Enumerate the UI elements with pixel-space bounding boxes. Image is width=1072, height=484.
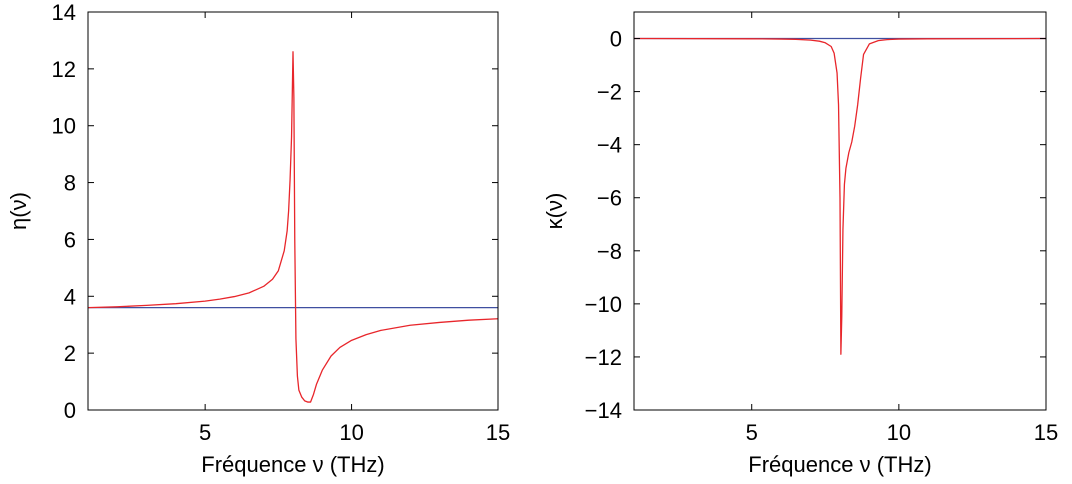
series-line-2 xyxy=(634,37,1046,355)
x-tick-label: 15 xyxy=(1034,420,1058,445)
y-tick-label: 14 xyxy=(52,0,76,25)
y-tick-label: −2 xyxy=(597,80,622,105)
y-tick-label: 0 xyxy=(610,27,622,52)
y-axis-label: κ(ν) xyxy=(542,193,567,230)
x-axis-label: Fréquence ν (THz) xyxy=(748,452,931,477)
y-tick-label: −14 xyxy=(585,398,622,423)
chart-1: 5 10 15 0 2 4 6 8 10 12 14 Fréquence ν (THz) η(ν) xyxy=(6,0,510,477)
y-tick-label: −12 xyxy=(585,345,622,370)
chart-2: 5 10 15 −14 −12 −10 −8 −6 −4 −2 0 Fréquence ν (THz)… xyxy=(542,11,1058,477)
x-tick-label: 5 xyxy=(746,420,758,445)
y-tick-label: 10 xyxy=(52,114,76,139)
y-tick-label: 0 xyxy=(64,398,76,423)
y-tick-label: 8 xyxy=(64,171,76,196)
y-tick-label: −8 xyxy=(597,239,622,264)
x-tick-label: 5 xyxy=(199,420,211,445)
y-tick-label: 6 xyxy=(64,227,76,252)
series-line-2 xyxy=(88,51,498,403)
x-tick-label: 10 xyxy=(887,420,911,445)
x-tick-label: 10 xyxy=(339,420,363,445)
y-axis-label: η(ν) xyxy=(6,192,31,230)
x-axis-label: Fréquence ν (THz) xyxy=(201,452,384,477)
plot-frame xyxy=(87,11,499,411)
y-tick-label: −4 xyxy=(597,133,622,158)
x-tick-label: 15 xyxy=(486,420,510,445)
y-tick-label: −10 xyxy=(585,292,622,317)
y-tick-label: 4 xyxy=(64,284,76,309)
y-tick-label: 2 xyxy=(64,341,76,366)
plot-frame xyxy=(633,11,1047,411)
y-tick-label: −6 xyxy=(597,186,622,211)
y-tick-label: 12 xyxy=(52,57,76,82)
